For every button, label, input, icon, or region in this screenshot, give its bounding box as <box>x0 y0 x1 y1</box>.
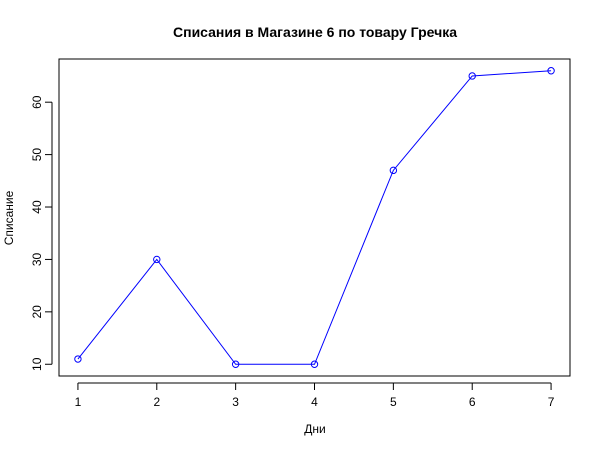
x-tick-label: 1 <box>75 395 82 409</box>
series-line <box>77 70 552 365</box>
data-point <box>468 72 476 80</box>
y-tick-label: 30 <box>30 252 44 266</box>
data-point <box>153 255 161 264</box>
data-point <box>310 360 319 368</box>
y-tick-label: 40 <box>30 200 44 214</box>
x-tick-label: 7 <box>548 395 555 409</box>
y-tick-label: 20 <box>30 305 44 319</box>
x-axis-label: Дни <box>304 422 325 436</box>
data-point <box>389 166 398 175</box>
y-tick-label: 10 <box>30 357 44 371</box>
chart-title: Списания в Магазине 6 по товару Гречка <box>173 24 457 40</box>
x-tick-label: 5 <box>390 395 397 409</box>
y-tick-label: 60 <box>30 95 44 109</box>
x-tick-label: 4 <box>311 395 318 409</box>
x-tick-label: 2 <box>153 395 160 409</box>
y-axis-label: Списание <box>2 190 16 245</box>
y-tick-label: 50 <box>30 148 44 162</box>
x-tick-label: 3 <box>232 395 239 409</box>
data-point <box>231 360 240 368</box>
data-point <box>547 67 555 75</box>
series-layer <box>74 67 555 368</box>
y-axis: 10 20 30 40 50 60 <box>30 95 53 371</box>
data-point <box>74 355 82 363</box>
x-tick-label: 6 <box>469 395 476 409</box>
plot-area-frame <box>58 58 571 377</box>
x-axis: 1 2 3 4 5 6 7 <box>75 382 555 409</box>
